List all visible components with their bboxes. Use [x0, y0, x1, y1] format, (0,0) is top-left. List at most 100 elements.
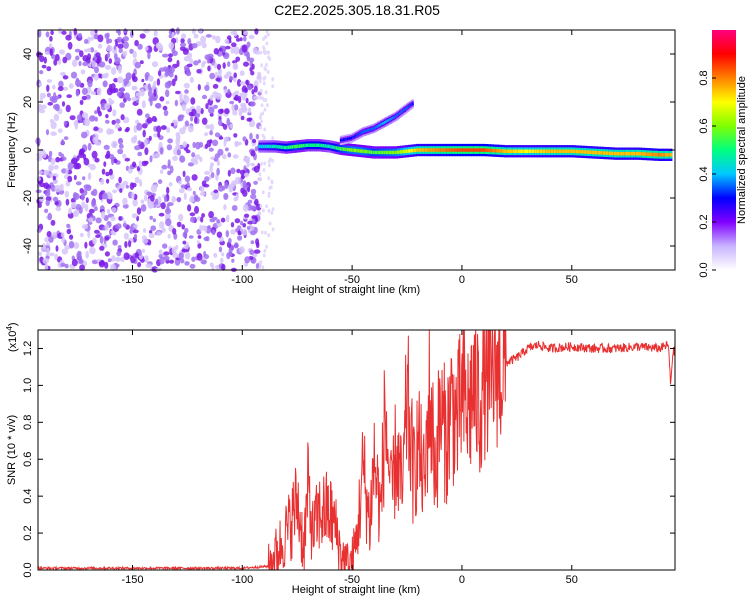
noise-speckle: [61, 168, 67, 174]
signal-band-cell: [327, 144, 330, 148]
noise-speckle: [242, 189, 248, 197]
noise-speckle: [237, 230, 242, 236]
branch-cell: [359, 132, 362, 135]
noise-speckle: [79, 148, 86, 154]
noise-speckle: [176, 149, 181, 156]
signal-band-cell: [465, 148, 470, 152]
noise-speckle: [104, 261, 109, 269]
noise-speckle: [81, 95, 87, 101]
noise-speckle: [162, 53, 169, 58]
x-tick-label: -150: [121, 274, 143, 286]
noise-speckle: [139, 88, 145, 97]
noise-speckle: [159, 169, 164, 175]
signal-band-cell: [600, 151, 604, 155]
noise-speckle: [199, 224, 203, 232]
noise-speckle: [157, 196, 162, 204]
noise-speckle: [180, 184, 186, 189]
noise-speckle: [111, 255, 116, 262]
noise-speckle: [265, 62, 268, 67]
noise-speckle: [37, 29, 42, 38]
branch-cell: [348, 137, 351, 140]
noise-speckle: [116, 36, 123, 43]
noise-speckle: [116, 91, 122, 97]
noise-speckle: [169, 259, 175, 264]
noise-speckle: [207, 65, 211, 72]
noise-speckle: [154, 103, 161, 109]
noise-speckle: [66, 228, 72, 235]
noise-speckle: [153, 30, 158, 37]
noise-speckle: [189, 212, 196, 217]
signal-band-cell: [608, 151, 612, 156]
noise-speckle: [48, 43, 53, 49]
noise-speckle: [218, 119, 223, 126]
noise-speckle: [156, 78, 161, 86]
noise-speckle: [84, 241, 88, 249]
signal-band-cell: [644, 152, 648, 156]
signal-band-cell: [509, 149, 514, 153]
noise-speckle: [182, 240, 187, 245]
signal-band-cell: [407, 149, 412, 153]
noise-speckle: [72, 211, 78, 217]
noise-speckle: [45, 31, 50, 38]
noise-speckle: [150, 194, 155, 202]
x-tick-label: -150: [121, 574, 143, 586]
noise-speckle: [239, 37, 243, 42]
noise-speckle: [59, 49, 65, 55]
noise-speckle: [45, 129, 50, 136]
noise-speckle: [271, 207, 275, 212]
noise-speckle: [260, 230, 264, 235]
noise-speckle: [225, 230, 229, 238]
signal-band-cell: [276, 145, 280, 149]
noise-speckle: [262, 76, 266, 81]
noise-speckle: [184, 120, 190, 127]
noise-speckle: [158, 212, 165, 217]
noise-speckle: [211, 35, 216, 40]
noise-speckle: [227, 169, 231, 177]
noise-speckle: [62, 86, 69, 91]
signal-band-cell: [335, 146, 339, 150]
signal-band-cell: [345, 147, 348, 152]
noise-speckle: [265, 244, 269, 249]
signal-band-cell: [286, 145, 289, 150]
noise-speckle: [244, 87, 248, 94]
noise-speckle: [229, 100, 235, 105]
noise-speckle: [55, 245, 59, 252]
noise-speckle: [218, 47, 223, 52]
x-tick-label: 50: [566, 574, 578, 586]
noise-speckle: [92, 237, 97, 245]
noise-speckle: [80, 69, 86, 75]
noise-speckle: [230, 183, 235, 188]
noise-speckle: [233, 196, 238, 202]
noise-speckle: [191, 152, 196, 158]
noise-speckle: [41, 64, 47, 69]
signal-band-cell: [274, 144, 277, 149]
noise-speckle: [189, 76, 194, 83]
signal-band-cell: [312, 143, 315, 147]
noise-speckle: [176, 221, 182, 228]
noise-speckle: [103, 161, 107, 167]
noise-speckle: [137, 151, 143, 157]
noise-speckle: [204, 132, 209, 137]
noise-speckle: [134, 61, 141, 69]
noise-speckle: [73, 174, 77, 181]
noise-speckle: [255, 238, 260, 246]
noise-speckle: [62, 56, 68, 64]
y-tick-label: 0.0: [22, 562, 34, 577]
noise-speckle: [189, 263, 196, 269]
noise-speckle: [193, 33, 199, 39]
noise-speckle: [48, 252, 55, 257]
x-tick-label: -50: [344, 574, 360, 586]
snr-frame: [37, 329, 676, 571]
branch-cell: [389, 118, 392, 121]
spectrogram-x-axis-label: Height of straight line (km): [292, 284, 420, 296]
noise-speckle: [64, 245, 71, 250]
noise-speckle: [139, 33, 146, 39]
signal-band-cell: [324, 144, 328, 148]
noise-speckle: [201, 180, 207, 187]
noise-speckle: [209, 165, 213, 173]
signal-band-cell: [402, 149, 407, 154]
noise-speckle: [44, 236, 49, 243]
noise-speckle: [246, 161, 250, 168]
snr-y-ticks: 0.0 0.2 0.4 0.6 0.8 1.0 1.2: [22, 341, 675, 578]
signal-band-cell: [424, 148, 429, 152]
